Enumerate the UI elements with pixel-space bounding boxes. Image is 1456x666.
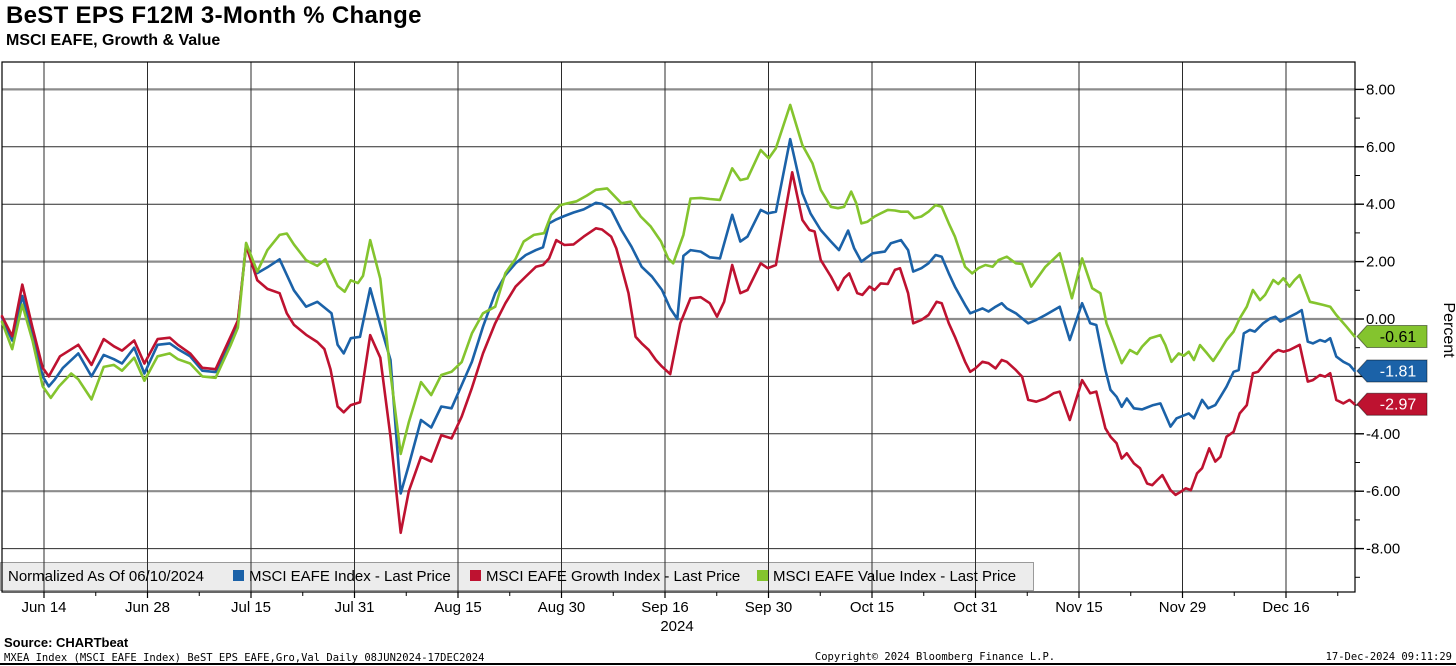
x-tick-label: Aug 30 (538, 599, 586, 616)
legend-item-label-msci-eafe-index: MSCI EAFE Index - Last Price (249, 568, 451, 585)
x-tick-label: Nov 29 (1159, 599, 1207, 616)
x-tick-label: Jun 28 (125, 599, 170, 616)
last-price-tag-msci-eafe-value-index (1356, 325, 1428, 349)
y-axis-title: Percent (1440, 302, 1456, 358)
x-tick-label: Jun 14 (21, 599, 66, 616)
series-line-msci-eafe-growth-index (0, 171, 1356, 535)
x-tick-label: Oct 15 (850, 599, 894, 616)
plot-border (1, 61, 1356, 593)
legend-swatch-msci-eafe-index (233, 570, 244, 581)
copyright-label: Copyright© 2024 Bloomberg Finance L.P. (814, 651, 1056, 663)
y-tick-label: 0.00 (1366, 311, 1395, 328)
chart-meta-label: MXEA Index (MSCI EAFE Index) BeST EPS EA… (4, 652, 485, 664)
y-tick-label: 2.00 (1366, 254, 1395, 271)
x-tick-label: Jul 31 (334, 599, 374, 616)
bottom-border (0, 663, 1456, 665)
x-axis-year-label: 2024 (660, 618, 693, 635)
timestamp-label: 17-Dec-2024 09:11:29 (1325, 651, 1452, 663)
last-price-tag-label-msci-eafe-value-index: -0.61 (1380, 329, 1417, 346)
x-tick-label: Oct 31 (953, 599, 997, 616)
y-tick-label: 6.00 (1366, 139, 1395, 156)
legend-bar (0, 562, 1034, 591)
series-line-msci-eafe-index (0, 137, 1356, 495)
legend-item-label-msci-eafe-value-index: MSCI EAFE Value Index - Last Price (773, 568, 1016, 585)
y-tick-label: -8.00 (1366, 541, 1400, 558)
x-tick-label: Nov 15 (1055, 599, 1103, 616)
legend-swatch-msci-eafe-value-index (757, 570, 768, 581)
x-tick-label: Sep 30 (745, 599, 793, 616)
y-tick-label: 4.00 (1366, 196, 1395, 213)
x-tick-label: Aug 15 (434, 599, 482, 616)
legend-item-label-msci-eafe-growth-index: MSCI EAFE Growth Index - Last Price (486, 568, 740, 585)
last-price-tag-msci-eafe-growth-index (1356, 392, 1428, 416)
last-price-tag-label-msci-eafe-growth-index: -2.97 (1380, 397, 1417, 414)
chart-title: BeST EPS F12M 3-Month % Change (6, 2, 422, 29)
source-label: Source: CHARTbeat (4, 635, 129, 650)
y-tick-label: 8.00 (1366, 81, 1395, 98)
y-tick-label: -6.00 (1366, 483, 1400, 500)
last-price-tag-label-msci-eafe-index: -1.81 (1380, 363, 1417, 380)
legend-normalized-label: Normalized As Of 06/10/2024 (8, 568, 204, 585)
x-tick-label: Dec 16 (1262, 599, 1310, 616)
series-line-msci-eafe-value-index (0, 103, 1356, 456)
last-price-tag-msci-eafe-index (1356, 359, 1428, 383)
x-tick-label: Sep 16 (641, 599, 689, 616)
legend-swatch-msci-eafe-growth-index (470, 570, 481, 581)
y-tick-label: -4.00 (1366, 426, 1400, 443)
x-tick-label: Jul 15 (231, 599, 271, 616)
chart-subtitle: MSCI EAFE, Growth & Value (6, 32, 221, 49)
